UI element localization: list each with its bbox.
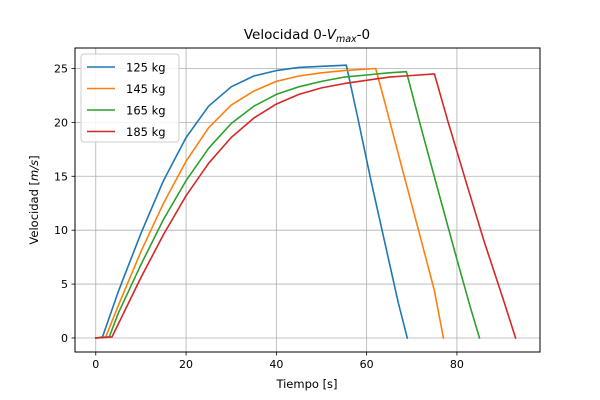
y-axis-label-pre: Velocidad [ (27, 181, 41, 245)
x-tick-label: 80 (450, 358, 464, 371)
y-tick-label: 5 (61, 278, 68, 291)
chart-title: Velocidad 0-Vmax-0 (244, 27, 370, 45)
legend-label: 125 kg (126, 61, 166, 75)
y-tick-label: 25 (54, 62, 68, 75)
chart-title-var: V (327, 27, 338, 43)
series-line-125-kg (94, 64, 409, 339)
y-axis-label-post: ] (27, 155, 41, 160)
y-axis-label-unit: m/s (27, 160, 41, 181)
chart-title-sub: max (336, 34, 357, 45)
x-tick-label: 60 (360, 358, 374, 371)
series-line-145-kg (94, 67, 445, 339)
x-tick-label: 0 (92, 358, 99, 371)
y-tick-label: 15 (54, 170, 68, 183)
x-tick-label: 40 (269, 358, 283, 371)
series-line-185-kg (94, 73, 517, 340)
plot-frame (74, 47, 541, 353)
grid (75, 48, 540, 352)
y-axis-label: Velocidad [m/s] (27, 155, 41, 244)
legend: 125 kg 145 kg 165 kg 185 kg (80, 53, 180, 143)
y-tick-label: 0 (61, 332, 68, 345)
axis-ticks: 0 20 40 60 80 0 5 10 15 20 25 (54, 62, 464, 371)
x-axis-label: Tiempo [s] (275, 377, 337, 391)
legend-box (80, 53, 180, 143)
x-tick-label: 20 (179, 358, 193, 371)
series-layer (94, 64, 517, 340)
chart-title-main: Velocidad 0- (244, 27, 327, 43)
chart-title-end: -0 (357, 27, 370, 43)
legend-label: 165 kg (126, 104, 166, 118)
legend-label: 145 kg (126, 82, 166, 96)
y-tick-label: 10 (54, 224, 68, 237)
series-line-165-kg (94, 70, 481, 339)
legend-label: 185 kg (126, 125, 166, 139)
y-tick-label: 20 (54, 116, 68, 129)
